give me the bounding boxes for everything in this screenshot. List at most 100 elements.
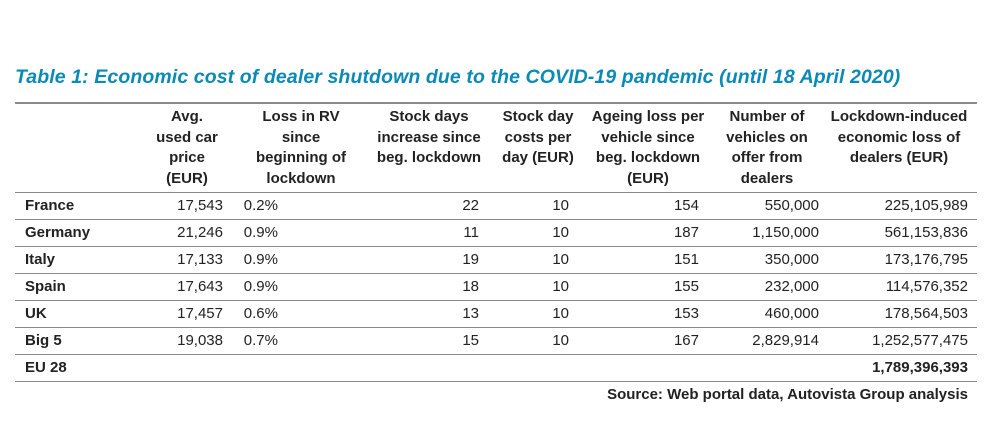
stock-cost-cell: 10: [493, 246, 583, 274]
table-row: Germany 21,246 0.9% 11 10 187 1,150,000 561,153…: [15, 219, 977, 247]
header-line: increase since: [377, 128, 481, 146]
economic-loss-cell: 225,105,989: [821, 192, 977, 220]
ageing-loss-cell: 153: [583, 300, 713, 328]
table-header-row: Avg. used car price (EUR) Loss in RV since beg…: [15, 102, 977, 193]
table-row: Italy 17,133 0.9% 19 10 151 350,000 173,176,795: [15, 246, 977, 274]
stock-days-cell: [365, 354, 493, 382]
stock-cost-cell: 10: [493, 192, 583, 220]
avg-price-cell: 17,133: [137, 246, 237, 274]
table-row: Spain 17,643 0.9% 18 10 155 232,000 114,576,352: [15, 273, 977, 301]
country-cell: Spain: [15, 273, 137, 301]
country-cell: Germany: [15, 219, 137, 247]
stock-cost-cell: [493, 354, 583, 382]
economic-loss-cell: 1,252,577,475: [821, 327, 977, 355]
avg-price-cell: 21,246: [137, 219, 237, 247]
country-cell: Italy: [15, 246, 137, 274]
header-stock-day-costs: Stock day costs per day (EUR): [493, 102, 583, 193]
table-row: France 17,543 0.2% 22 10 154 550,000 225,105,98…: [15, 192, 977, 220]
country-cell: France: [15, 192, 137, 220]
header-line: economic loss of: [837, 128, 961, 146]
header-line: Number of: [729, 108, 805, 125]
rv-loss-cell: 0.9%: [237, 246, 365, 274]
economic-loss-cell: 1,789,396,393: [821, 354, 977, 382]
vehicles-cell: 460,000: [713, 300, 821, 328]
avg-price-cell: 17,457: [137, 300, 237, 328]
header-line: Ageing loss per: [591, 108, 705, 125]
vehicles-cell: [713, 354, 821, 382]
rv-loss-cell: 0.2%: [237, 192, 365, 220]
header-line: Stock days: [389, 108, 469, 125]
avg-price-cell: 17,543: [137, 192, 237, 220]
rv-loss-cell: 0.7%: [237, 327, 365, 355]
vehicles-cell: 550,000: [713, 192, 821, 220]
table-row: Big 5 19,038 0.7% 15 10 167 2,829,914 1,252,577…: [15, 327, 977, 355]
ageing-loss-cell: 167: [583, 327, 713, 355]
header-line: price: [169, 149, 205, 166]
economic-cost-table: Avg. used car price (EUR) Loss in RV since beg…: [15, 102, 977, 382]
header-line: beg. lockdown: [376, 149, 482, 166]
header-line: costs per: [504, 128, 572, 146]
table-title: Table 1: Economic cost of dealer shutdow…: [15, 66, 901, 88]
header-line: dealers (EUR): [849, 149, 949, 166]
ageing-loss-cell: [583, 354, 713, 382]
economic-loss-cell: 178,564,503: [821, 300, 977, 328]
stock-days-cell: 18: [365, 273, 493, 301]
header-economic-loss: Lockdown-induced economic loss of dealers …: [821, 102, 977, 193]
header-line: lockdown: [266, 169, 336, 187]
stock-cost-cell: 10: [493, 219, 583, 247]
country-cell: UK: [15, 300, 137, 328]
table-row: EU 28 1,789,396,393: [15, 354, 977, 382]
stock-days-cell: 13: [365, 300, 493, 328]
ageing-loss-cell: 151: [583, 246, 713, 274]
table-row: UK 17,457 0.6% 13 10 153 460,000 178,564,503: [15, 300, 977, 328]
economic-loss-cell: 173,176,795: [821, 246, 977, 274]
vehicles-cell: 232,000: [713, 273, 821, 301]
country-cell: Big 5: [15, 327, 137, 355]
stock-cost-cell: 10: [493, 300, 583, 328]
vehicles-cell: 1,150,000: [713, 219, 821, 247]
rv-loss-cell: [237, 354, 365, 382]
header-line: dealers: [740, 169, 794, 187]
header-vehicles-on-offer: Number of vehicles on offer from dealers: [713, 102, 821, 193]
ageing-loss-cell: 154: [583, 192, 713, 220]
stock-days-cell: 11: [365, 219, 493, 247]
stock-cost-cell: 10: [493, 273, 583, 301]
country-cell: EU 28: [15, 354, 137, 382]
avg-price-cell: 19,038: [137, 327, 237, 355]
source-note: Source: Web portal data, Autovista Group…: [607, 386, 968, 403]
stock-days-cell: 22: [365, 192, 493, 220]
header-line: Avg.: [171, 108, 203, 125]
avg-price-cell: [137, 354, 237, 382]
header-line: vehicle since: [601, 128, 695, 146]
table-body: France 17,543 0.2% 22 10 154 550,000 225,105,98…: [15, 192, 977, 382]
header-loss-in-rv: Loss in RV since beginning of lockdown: [237, 102, 365, 193]
stock-days-cell: 15: [365, 327, 493, 355]
economic-loss-cell: 114,576,352: [821, 273, 977, 301]
header-line: since: [281, 128, 321, 146]
header-ageing-loss: Ageing loss per vehicle since beg. lockdow…: [583, 102, 713, 193]
economic-loss-cell: 561,153,836: [821, 219, 977, 247]
header-line: beg. lockdown: [595, 149, 701, 166]
header-line: vehicles on: [726, 128, 808, 146]
stock-cost-cell: 10: [493, 327, 583, 355]
header-line: Loss in RV: [262, 108, 340, 125]
header-line: offer from: [731, 149, 803, 166]
stock-days-cell: 19: [365, 246, 493, 274]
vehicles-cell: 350,000: [713, 246, 821, 274]
header-avg-used-car-price: Avg. used car price (EUR): [137, 102, 237, 193]
rv-loss-cell: 0.6%: [237, 300, 365, 328]
header-line: day (EUR): [502, 149, 574, 166]
rv-loss-cell: 0.9%: [237, 219, 365, 247]
header-line: Lockdown-induced: [830, 108, 968, 125]
header-line: Stock day: [502, 108, 574, 125]
header-line: used car: [156, 128, 218, 146]
vehicles-cell: 2,829,914: [713, 327, 821, 355]
header-country: [15, 102, 137, 193]
ageing-loss-cell: 155: [583, 273, 713, 301]
header-line: (EUR): [627, 169, 669, 187]
header-stock-days-increase: Stock days increase since beg. lockdown: [365, 102, 493, 193]
avg-price-cell: 17,643: [137, 273, 237, 301]
ageing-loss-cell: 187: [583, 219, 713, 247]
header-line: (EUR): [166, 169, 208, 187]
header-line: beginning of: [256, 149, 346, 166]
